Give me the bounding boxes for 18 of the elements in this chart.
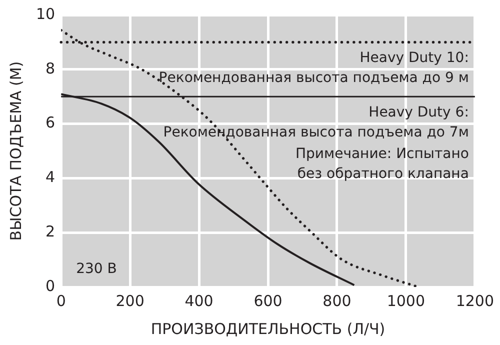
y-tick-label: 6 (46, 114, 56, 132)
x-tick-label: 600 (254, 292, 282, 310)
x-tick-label: 400 (184, 292, 214, 310)
y-tick-label: 2 (46, 222, 56, 240)
y-tick-label: 10 (36, 4, 56, 23)
x-tick-label: 200 (116, 292, 144, 310)
x-tick-label: 1200 (456, 292, 494, 310)
y-tick-label: 8 (46, 59, 56, 78)
y-axis-title: ВЫСОТА ПОДЪЕМА (М) (6, 61, 25, 241)
x-tick-label: 800 (322, 292, 352, 310)
y-tick-label: 0 (46, 276, 56, 295)
ref-line-label: Heavy Duty 6: Рекомендованная высота подъема до 7м (163, 104, 469, 141)
x-tick-label: 1000 (386, 292, 426, 310)
annotation: 230 В (76, 261, 117, 277)
annotation: Примечание: Испытано без обратного клапана (296, 146, 469, 182)
y-tick-label: 4 (46, 168, 56, 186)
x-axis-title: ПРОИЗВОДИТЕЛЬНОСТЬ (Л/Ч) (150, 320, 386, 338)
ref-line-label: Heavy Duty 10: Рекомендованная высота подъема до 9 м (158, 50, 469, 86)
